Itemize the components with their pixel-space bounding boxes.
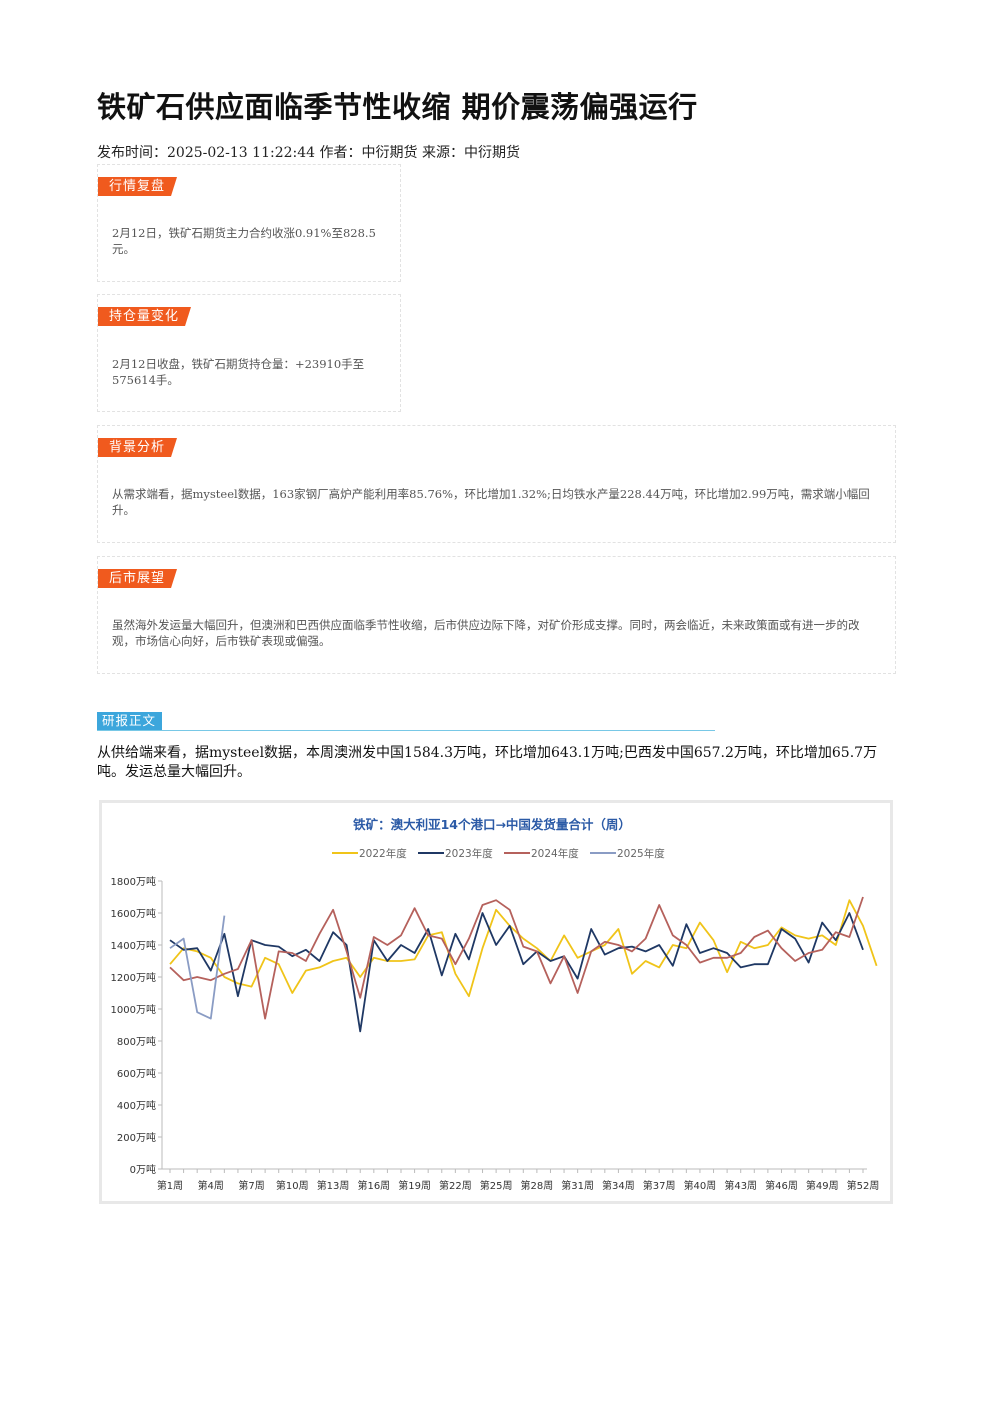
x-tick-label: 第34周 [602, 1179, 635, 1192]
x-tick-label: 第7周 [238, 1179, 264, 1192]
report-body-text: 从供给端来看，据mysteel数据，本周澳洲发中国1584.3万吨，环比增加64… [97, 745, 878, 780]
x-tick-label: 第4周 [198, 1179, 224, 1192]
x-tick-label: 第40周 [684, 1179, 717, 1192]
chart-x-axis: 第1周 第4周 第7周 第10周 第13周 第16周 第19周 第22周 第25周 第28周 第31… [157, 1168, 880, 1192]
position-change-tag: 持仓量变化 [98, 307, 191, 326]
article-title: 铁矿石供应面临季节性收缩 期价震荡偏强运行 [97, 90, 698, 124]
y-tick-label: 0万吨 [130, 1163, 156, 1176]
report-section-tag: 研报正文 [97, 712, 163, 730]
market-review-tag: 行情复盘 [98, 177, 177, 196]
x-tick-label: 第10周 [276, 1179, 309, 1192]
x-tick-label: 第43周 [724, 1179, 757, 1192]
x-tick-label: 第16周 [357, 1179, 390, 1192]
background-analysis-tag: 背景分析 [98, 438, 177, 457]
background-analysis-text: 从需求端看，据mysteel数据，163家钢厂高炉产能利用率85.76%，环比增… [112, 487, 870, 517]
y-tick-label: 800万吨 [117, 1035, 156, 1048]
y-tick-label: 600万吨 [117, 1067, 156, 1080]
x-tick-label: 第19周 [398, 1179, 431, 1192]
y-tick-label: 400万吨 [117, 1099, 156, 1112]
series-line [169, 896, 864, 1020]
position-change-box: 持仓量变化 2月12日收盘，铁矿石期货持仓量：+23910手至575614手。 [97, 294, 401, 412]
y-tick-label: 1600万吨 [111, 907, 156, 920]
y-tick-label: 1000万吨 [111, 1003, 156, 1016]
legend-label: 2022年度 [359, 847, 407, 860]
market-review-box: 行情复盘 2月12日，铁矿石期货主力合约收涨0.91%至828.5元。 [97, 164, 401, 282]
y-tick-label: 1400万吨 [111, 939, 156, 952]
report-section-header: 研报正文 [97, 712, 715, 731]
chart-y-axis: 0万吨 200万吨 400万吨 600万吨 800万吨 1000万吨 1200万吨 1400万… [111, 875, 163, 1176]
x-tick-label: 第31周 [561, 1179, 594, 1192]
legend-label: 2024年度 [531, 847, 579, 860]
x-tick-label: 第49周 [806, 1179, 839, 1192]
x-tick-label: 第28周 [521, 1179, 554, 1192]
background-analysis-box: 背景分析 从需求端看，据mysteel数据，163家钢厂高炉产能利用率85.76… [97, 425, 896, 543]
x-tick-label: 第37周 [643, 1179, 676, 1192]
outlook-tag: 后市展望 [98, 569, 177, 588]
x-tick-label: 第25周 [480, 1179, 513, 1192]
series-line [169, 915, 226, 1020]
x-tick-label: 第22周 [439, 1179, 472, 1192]
shipment-chart-svg: 铁矿：澳大利亚14个港口→中国发货量合计（周） 2022年度 2023年度 2024… [111, 817, 880, 1192]
x-tick-label: 第1周 [157, 1179, 183, 1192]
outlook-box: 后市展望 虽然海外发运量大幅回升，但澳洲和巴西供应面临季节性收缩，后市供应边际下… [97, 556, 896, 674]
series-line [169, 899, 878, 998]
article-meta: 发布时间：2025-02-13 11:22:44 作者：中衍期货 来源：中衍期货 [97, 145, 520, 161]
x-tick-label: 第52周 [847, 1179, 880, 1192]
position-change-text: 2月12日收盘，铁矿石期货持仓量：+23910手至575614手。 [112, 357, 365, 387]
chart-legend: 2022年度 2023年度 2024年度 2025年度 [332, 847, 665, 860]
y-tick-label: 1200万吨 [111, 971, 156, 984]
x-tick-label: 第13周 [317, 1179, 350, 1192]
legend-label: 2023年度 [445, 847, 493, 860]
legend-label: 2025年度 [617, 847, 665, 860]
x-tick-label: 第46周 [765, 1179, 798, 1192]
chart-title: 铁矿：澳大利亚14个港口→中国发货量合计（周） [353, 817, 631, 832]
y-tick-label: 200万吨 [117, 1131, 156, 1144]
outlook-text: 虽然海外发运量大幅回升，但澳洲和巴西供应面临季节性收缩，后市供应边际下降，对矿价… [112, 618, 860, 648]
market-review-text: 2月12日，铁矿石期货主力合约收涨0.91%至828.5元。 [112, 226, 376, 256]
chart-series-lines [169, 896, 878, 1033]
shipment-chart: 铁矿：澳大利亚14个港口→中国发货量合计（周） 2022年度 2023年度 2024… [99, 800, 893, 1204]
y-tick-label: 1800万吨 [111, 875, 156, 888]
